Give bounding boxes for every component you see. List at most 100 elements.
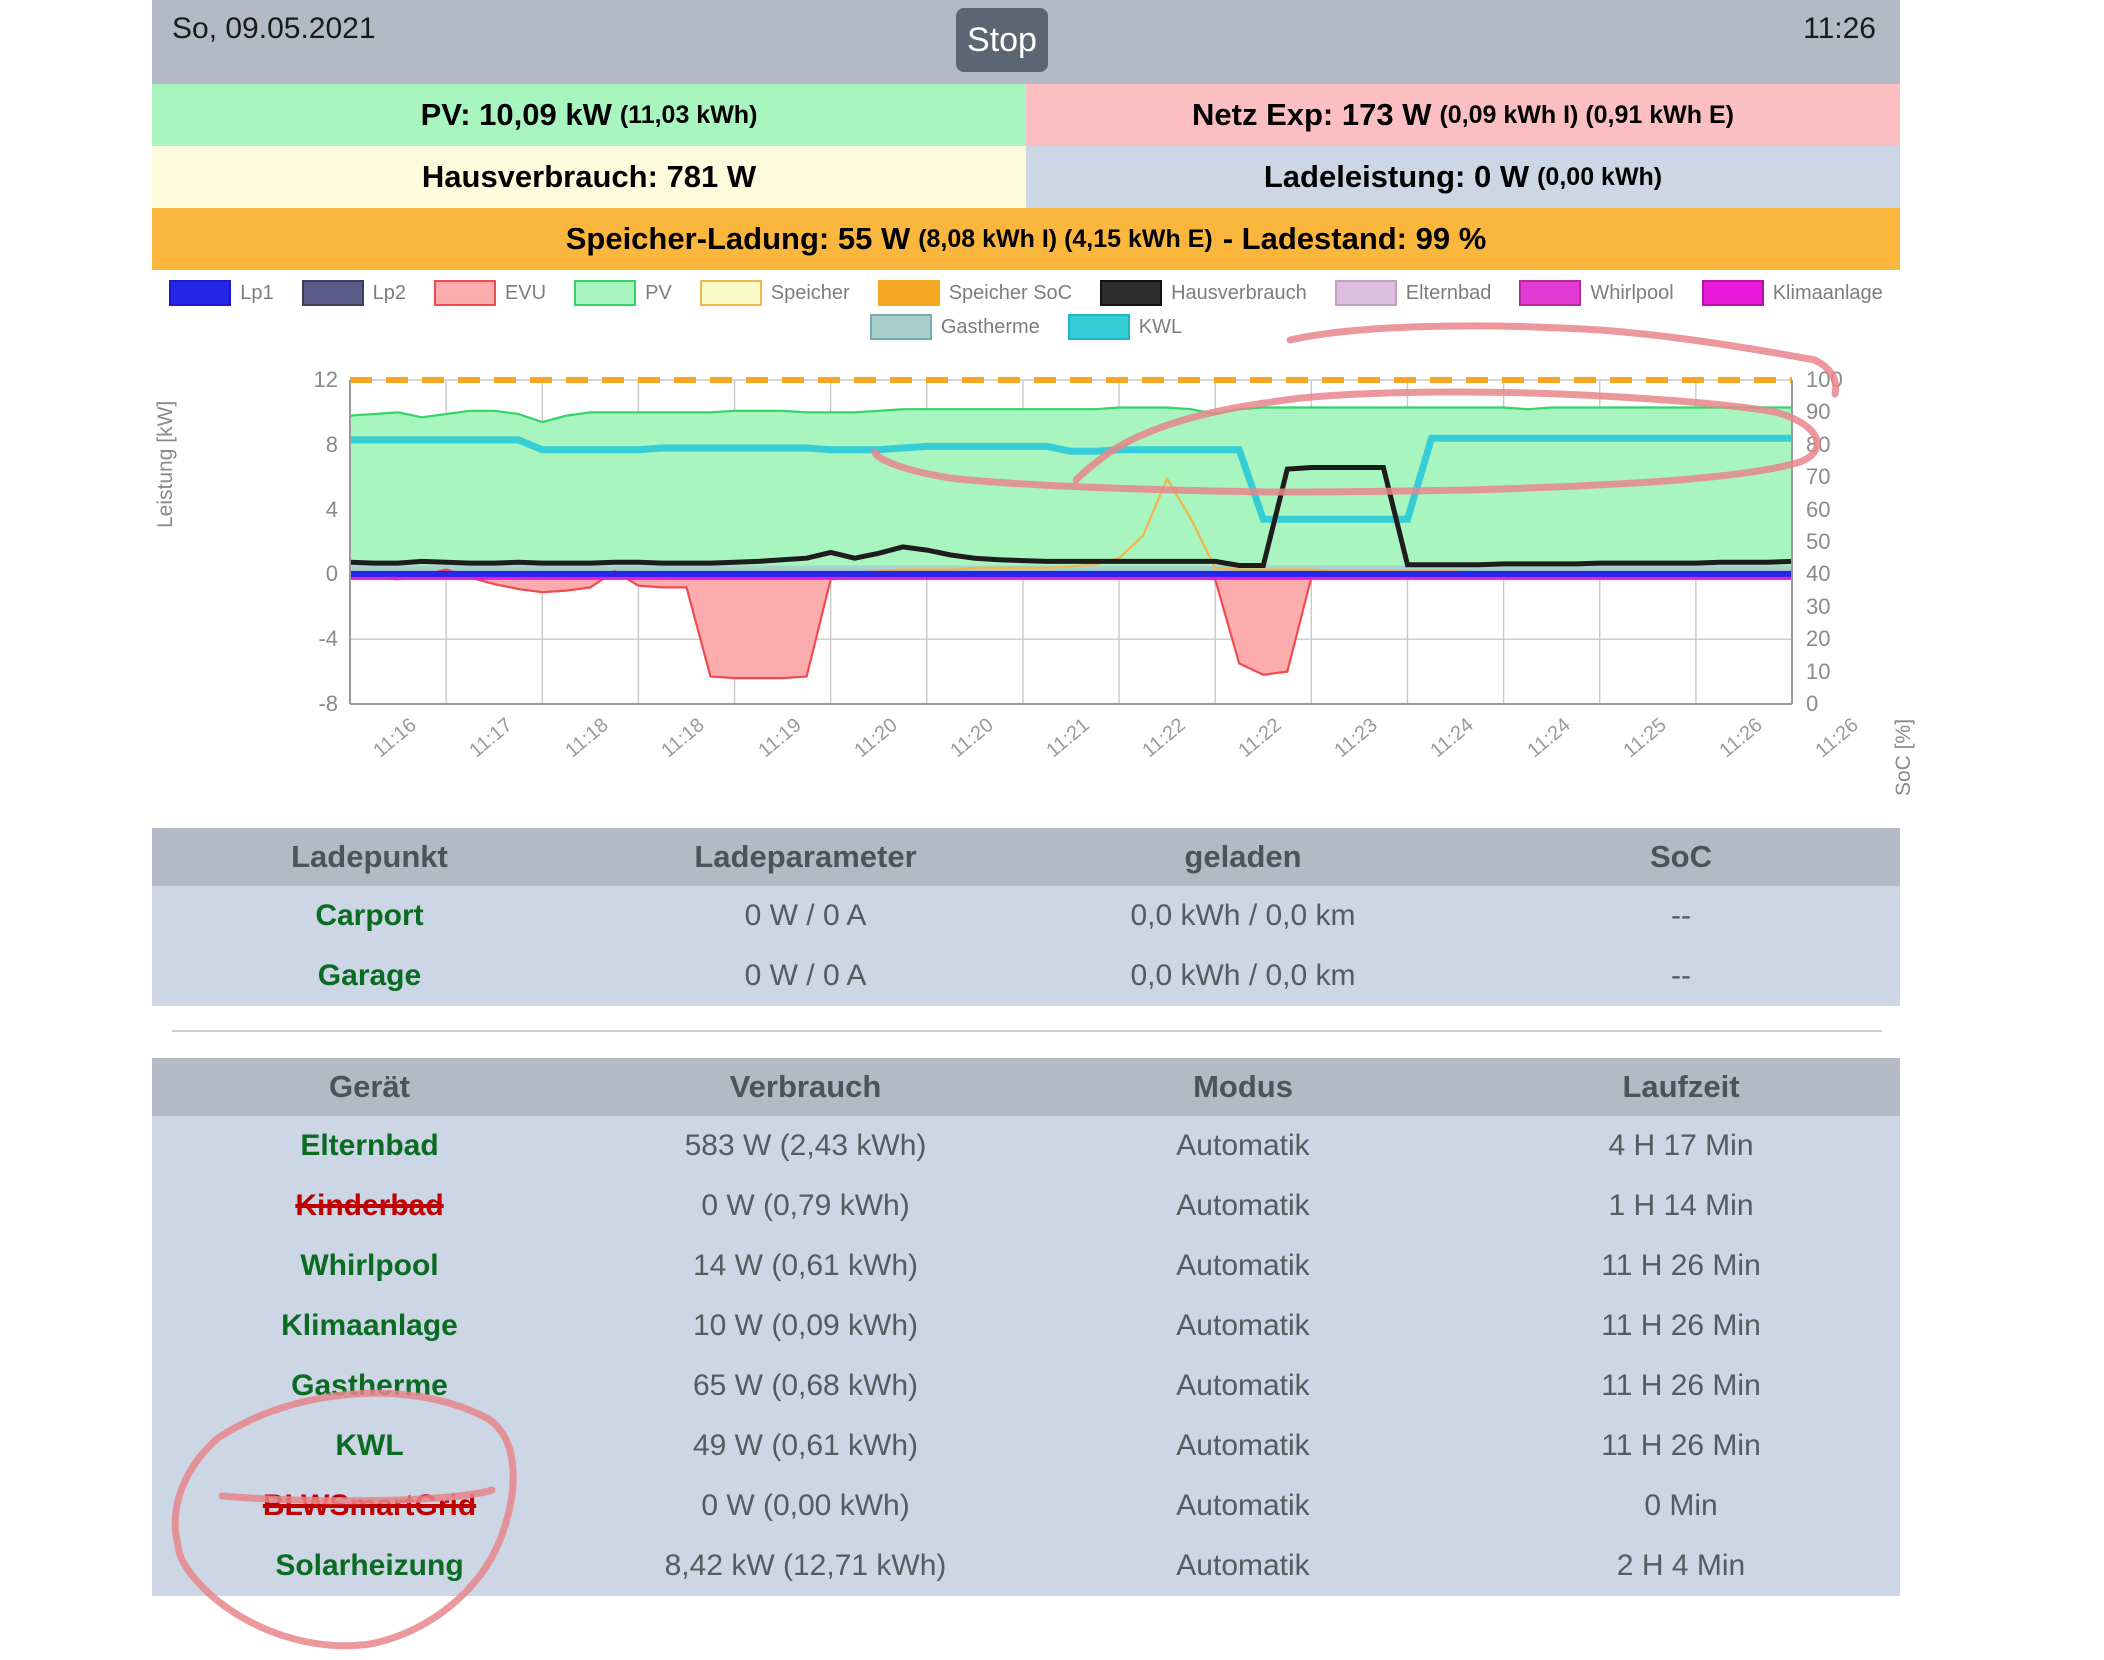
device-modus: Automatik bbox=[1176, 1489, 1310, 1522]
legend-swatch-icon bbox=[699, 280, 762, 306]
device-name[interactable]: Klimaanlage bbox=[281, 1309, 458, 1342]
summary-row-2: Hausverbrauch: 781 W Ladeleistung: 0 W (… bbox=[152, 146, 1900, 208]
charge-point-param: 0 W / 0 A bbox=[744, 899, 867, 932]
table-row[interactable]: Kinderbad 0 W (0,79 kWh) Automatik 1 H 14 M… bbox=[152, 1176, 1900, 1236]
x-tick-14: 11:26 bbox=[1715, 714, 1767, 763]
y-axis-label: Leistung [kW] bbox=[154, 400, 177, 528]
house-power: Hausverbrauch: 781 W bbox=[421, 159, 757, 194]
device-modus: Automatik bbox=[1176, 1189, 1310, 1222]
device-modus: Automatik bbox=[1176, 1549, 1310, 1582]
charge-header-0: Ladepunkt bbox=[291, 839, 448, 874]
legend-item-pv[interactable]: PV bbox=[574, 280, 672, 306]
legend-item-klimaanlage[interactable]: Klimaanlage bbox=[1701, 280, 1883, 306]
device-verbrauch: 583 W (2,43 kWh) bbox=[684, 1129, 927, 1162]
legend-label: Lp2 bbox=[372, 281, 406, 304]
charge-point-geladen: 0,0 kWh / 0,0 km bbox=[1130, 899, 1356, 932]
soc-tick-20: 20 bbox=[1806, 626, 1831, 652]
charge-power: Ladeleistung: 0 W bbox=[1263, 159, 1530, 194]
device-laufzeit: 2 H 4 Min bbox=[1616, 1549, 1746, 1582]
device-name[interactable]: KWL bbox=[335, 1429, 404, 1462]
y-tick-4: 4 bbox=[325, 496, 338, 522]
stop-button[interactable]: Stop bbox=[956, 8, 1048, 72]
legend-swatch-icon bbox=[301, 280, 364, 306]
device-table-header: Gerät Verbrauch Modus Laufzeit bbox=[152, 1058, 1900, 1116]
device-verbrauch: 8,42 kW (12,71 kWh) bbox=[664, 1549, 947, 1582]
legend-item-kwl[interactable]: KWL bbox=[1067, 314, 1183, 340]
device-table: Gerät Verbrauch Modus Laufzeit Elternbad… bbox=[152, 1058, 1900, 1596]
table-row[interactable]: Elternbad 583 W (2,43 kWh) Automatik 4 H 17… bbox=[152, 1116, 1900, 1176]
charge-table-header: Ladepunkt Ladeparameter geladen SoC bbox=[152, 828, 1900, 886]
legend-item-whirlpool[interactable]: Whirlpool bbox=[1519, 280, 1674, 306]
legend-item-elternbad[interactable]: Elternbad bbox=[1334, 280, 1491, 306]
table-row[interactable]: Garage 0 W / 0 A 0,0 kWh / 0,0 km -- bbox=[152, 946, 1900, 1006]
legend-label: Lp1 bbox=[240, 281, 274, 304]
charge-energy: (0,00 kWh) bbox=[1537, 162, 1663, 191]
x-tick-6: 11:20 bbox=[946, 714, 998, 763]
pv-energy: (11,03 kWh) bbox=[619, 100, 758, 129]
device-laufzeit: 11 H 26 Min bbox=[1601, 1429, 1761, 1462]
legend-label: KWL bbox=[1138, 315, 1183, 338]
x-tick-5: 11:20 bbox=[850, 714, 902, 763]
charge-header-1: Ladeparameter bbox=[694, 839, 917, 874]
charge-point-table: Ladepunkt Ladeparameter geladen SoC Carp… bbox=[152, 828, 1900, 1006]
legend-item-evu[interactable]: EVU bbox=[433, 280, 546, 306]
legend-item-speicher-soc[interactable]: Speicher SoC bbox=[877, 280, 1073, 306]
current-time: 11:26 bbox=[1803, 12, 1876, 45]
table-row[interactable]: Gastherme 65 W (0,68 kWh) Automatik 11 H 26… bbox=[152, 1356, 1900, 1416]
legend-item-speicher[interactable]: Speicher bbox=[699, 280, 850, 306]
x-tick-2: 11:18 bbox=[561, 714, 613, 763]
table-row[interactable]: Solarheizung 8,42 kW (12,71 kWh) Automatik… bbox=[152, 1536, 1900, 1596]
legend-item-lp1[interactable]: Lp1 bbox=[169, 280, 274, 306]
soc-tick-100: 100 bbox=[1806, 367, 1843, 392]
y-tick-0: 0 bbox=[325, 561, 338, 587]
charge-point-param: 0 W / 0 A bbox=[744, 959, 867, 992]
x-tick-9: 11:22 bbox=[1234, 714, 1286, 763]
table-row[interactable]: Whirlpool 14 W (0,61 kWh) Automatik 11 H 26… bbox=[152, 1236, 1900, 1296]
device-name[interactable]: BLWSmartGrid bbox=[262, 1489, 477, 1522]
legend-swatch-icon bbox=[433, 280, 496, 306]
device-name[interactable]: Kinderbad bbox=[295, 1189, 444, 1222]
legend-swatch-icon bbox=[1701, 280, 1764, 306]
legend-label: Hausverbrauch bbox=[1171, 281, 1307, 304]
device-name[interactable]: Elternbad bbox=[300, 1129, 439, 1162]
table-row[interactable]: KWL 49 W (0,61 kWh) Automatik 11 H 26 Min bbox=[152, 1416, 1900, 1476]
x-tick-4: 11:19 bbox=[753, 714, 806, 763]
chart-legend: Lp1 Lp2 EVU PV Speicher Speicher SoC Hausverbr… bbox=[152, 276, 1900, 344]
table-row[interactable]: Klimaanlage 10 W (0,09 kWh) Automatik 11 H … bbox=[152, 1296, 1900, 1356]
legend-label: Speicher bbox=[770, 281, 850, 304]
battery-summary: Speicher-Ladung: 55 W (8,08 kWh I) (4,15… bbox=[152, 208, 1900, 270]
legend-item-gastherme[interactable]: Gastherme bbox=[869, 314, 1040, 340]
legend-item-lp2[interactable]: Lp2 bbox=[301, 280, 406, 306]
table-row[interactable]: BLWSmartGrid 0 W (0,00 kWh) Automatik 0 Min bbox=[152, 1476, 1900, 1536]
soc-tick-80: 80 bbox=[1806, 431, 1831, 457]
x-tick-1: 11:17 bbox=[465, 714, 517, 763]
soc-tick-90: 90 bbox=[1806, 399, 1831, 425]
soc-tick-30: 30 bbox=[1806, 593, 1831, 619]
charge-header-2: geladen bbox=[1184, 839, 1302, 874]
pv-power: PV: 10,09 kW bbox=[420, 97, 612, 132]
device-name[interactable]: Solarheizung bbox=[275, 1549, 464, 1582]
device-modus: Automatik bbox=[1176, 1429, 1310, 1462]
device-name[interactable]: Whirlpool bbox=[300, 1249, 439, 1282]
legend-label: Klimaanlage bbox=[1772, 281, 1883, 304]
legend-swatch-icon bbox=[877, 280, 940, 306]
soc-tick-10: 10 bbox=[1806, 658, 1831, 684]
soc-tick-70: 70 bbox=[1806, 464, 1831, 490]
x-tick-13: 11:25 bbox=[1619, 714, 1671, 763]
device-name[interactable]: Gastherme bbox=[291, 1369, 448, 1402]
legend-label: Gastherme bbox=[940, 315, 1040, 338]
x-tick-0: 11:16 bbox=[369, 714, 421, 763]
legend-label: PV bbox=[645, 281, 672, 304]
charge-power-summary: Ladeleistung: 0 W (0,00 kWh) bbox=[1026, 146, 1900, 208]
legend-item-hausverbrauch[interactable]: Hausverbrauch bbox=[1100, 280, 1307, 306]
table-row[interactable]: Carport 0 W / 0 A 0,0 kWh / 0,0 km -- bbox=[152, 886, 1900, 946]
legend-label: Speicher SoC bbox=[948, 281, 1073, 304]
x-tick-7: 11:21 bbox=[1042, 714, 1094, 763]
battery-soc: - Ladestand: 99 % bbox=[1222, 221, 1487, 256]
legend-swatch-icon bbox=[169, 280, 232, 306]
legend-swatch-icon bbox=[1334, 280, 1397, 306]
charge-point-name[interactable]: Carport bbox=[315, 899, 424, 932]
x-tick-8: 11:22 bbox=[1138, 714, 1190, 763]
charge-point-name[interactable]: Garage bbox=[317, 959, 422, 992]
legend-swatch-icon bbox=[1100, 280, 1163, 306]
